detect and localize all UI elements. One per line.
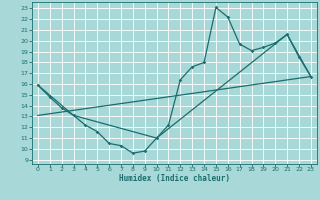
X-axis label: Humidex (Indice chaleur): Humidex (Indice chaleur) [119, 174, 230, 183]
